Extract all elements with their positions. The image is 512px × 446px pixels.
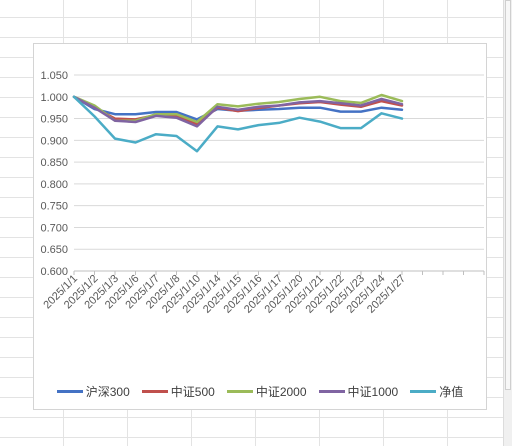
y-tick-label: 0.650 (40, 244, 68, 256)
y-tick-label: 1.050 (40, 70, 68, 82)
y-tick-label: 0.800 (40, 179, 68, 191)
legend-label: 中证500 (170, 384, 215, 399)
series-line-1 (72, 95, 404, 121)
legend-entry: 中证500 (141, 383, 215, 400)
legend-label: 净值 (439, 384, 464, 399)
chart-legend: 沪深300 中证500 中证2000 中证1000 净值 (33, 381, 487, 401)
scrollbar-thumb[interactable] (505, 0, 511, 390)
y-tick-label: 0.850 (40, 157, 68, 169)
legend-entry: 净值 (410, 383, 463, 400)
x-axis-tick-labels: 2025/1/12025/1/22025/1/32025/1/62025/1/7… (41, 273, 408, 316)
y-tick-label: 0.950 (40, 114, 68, 126)
legend-entry: 沪深300 (56, 383, 130, 400)
legend-swatch (141, 389, 168, 393)
y-tick-label: 0.700 (40, 222, 68, 234)
y-tick-label: 0.600 (40, 266, 68, 278)
y-tick-label: 1.000 (40, 92, 68, 104)
series-lines (72, 93, 404, 153)
legend-label: 中证1000 (347, 384, 399, 399)
series-line-4 (72, 95, 404, 128)
legend-entry: 中证2000 (226, 383, 307, 400)
legend-swatch (318, 389, 345, 393)
legend-entry: 中证1000 (318, 383, 399, 400)
legend-swatch (226, 389, 253, 393)
x-axis (73, 270, 485, 275)
y-tick-label: 0.750 (40, 201, 68, 213)
series-line-5 (72, 95, 404, 153)
legend-label: 沪深300 (85, 384, 130, 399)
legend-swatch (56, 389, 83, 393)
series-line-2 (72, 95, 404, 126)
y-axis-tick-labels: 0.600 0.650 0.700 0.750 0.800 0.850 0.900 0.950… (40, 70, 68, 278)
vertical-scrollbar[interactable] (503, 0, 512, 446)
legend-swatch (410, 389, 437, 393)
legend-label: 中证2000 (255, 384, 307, 399)
y-tick-label: 0.900 (40, 135, 68, 147)
